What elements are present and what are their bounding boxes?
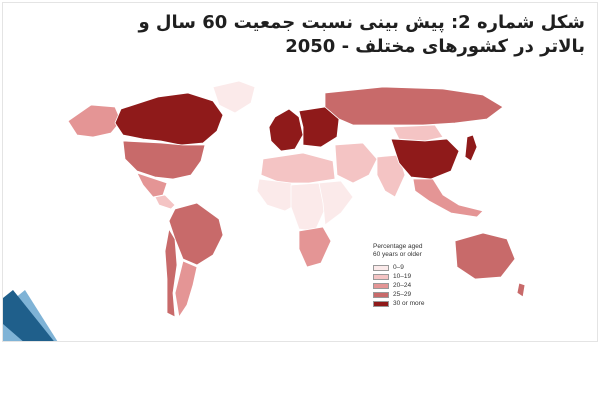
region-new-zealand xyxy=(516,282,526,298)
legend-label-3: 25–29 xyxy=(393,290,412,298)
legend-label-0: 0–9 xyxy=(393,263,404,271)
legend-swatch-0 xyxy=(373,264,389,271)
legend-swatch-4 xyxy=(373,300,389,307)
slide-corner-decoration xyxy=(3,290,63,341)
legend-title: Percentage aged 60 years or older xyxy=(373,243,453,259)
region-central-america xyxy=(154,194,176,210)
region-mongolia xyxy=(392,124,444,142)
region-russia xyxy=(324,86,504,126)
decor-dark-band xyxy=(3,290,54,341)
region-china xyxy=(390,138,460,180)
region-australia xyxy=(454,232,516,280)
region-southern-south-america xyxy=(174,260,198,319)
legend-item-2: 20–24 xyxy=(373,281,453,290)
region-usa xyxy=(122,140,206,180)
region-north-africa xyxy=(260,152,336,184)
legend-item-4: 30 or more xyxy=(373,299,453,308)
legend-swatch-2 xyxy=(373,282,389,289)
region-western-europe xyxy=(268,108,304,152)
legend-label-4: 30 or more xyxy=(393,299,425,307)
region-canada xyxy=(114,92,224,146)
legend-item-3: 25–29 xyxy=(373,290,453,299)
legend-label-2: 20–24 xyxy=(393,281,412,289)
slide-title: شکل شماره 2: پیش بینی نسبت جمعیت 60 سال … xyxy=(3,3,597,65)
region-japan xyxy=(464,134,478,162)
region-east-africa xyxy=(318,180,354,226)
region-central-africa xyxy=(290,182,326,232)
region-southeast-asia xyxy=(412,178,484,218)
legend-title-line-1: Percentage aged xyxy=(373,243,423,250)
region-southern-africa xyxy=(298,226,332,268)
region-greenland xyxy=(212,80,256,114)
title-line-1: شکل شماره 2: پیش بینی نسبت جمعیت 60 سال … xyxy=(138,12,585,33)
title-line-2: بالاتر در کشورهای مختلف - 2050 xyxy=(285,36,585,57)
slide: شکل شماره 2: پیش بینی نسبت جمعیت 60 سال … xyxy=(2,2,598,342)
region-alaska xyxy=(67,104,122,138)
legend-title-line-2: 60 years or older xyxy=(373,251,422,258)
map-legend: Percentage aged 60 years or older 0–9 10… xyxy=(373,243,453,308)
region-chile xyxy=(164,227,178,318)
legend-item-0: 0–9 xyxy=(373,263,453,272)
region-brazil xyxy=(168,202,224,266)
legend-swatch-1 xyxy=(373,273,389,280)
region-west-africa xyxy=(256,178,300,212)
legend-item-1: 10–19 xyxy=(373,272,453,281)
legend-swatch-3 xyxy=(373,291,389,298)
legend-label-1: 10–19 xyxy=(393,272,412,280)
region-middle-east xyxy=(334,142,378,184)
world-map xyxy=(63,79,533,329)
